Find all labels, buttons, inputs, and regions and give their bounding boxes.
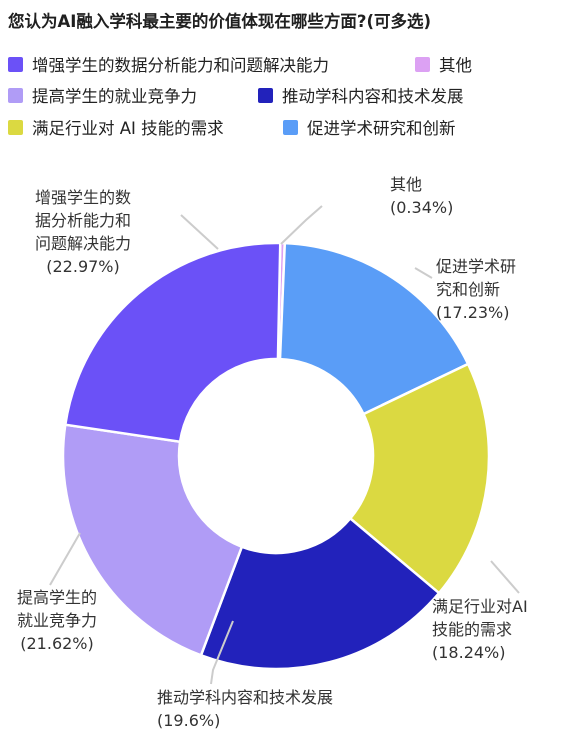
slice-percent-label: (18.24%) (432, 643, 506, 662)
legend-swatch (258, 87, 273, 103)
slice-percent-label: (21.62%) (20, 634, 94, 653)
callout-leader-line (210, 620, 234, 685)
slice-research-innovation (278, 241, 470, 416)
callout-leader-line (49, 532, 81, 586)
legend-label: 提高学生的就业竞争力 (32, 87, 197, 106)
callout-leader-line (490, 560, 520, 594)
slice-callout-label: 增强学生的数据分析能力和问题解决能力 (22.97%) (35, 188, 131, 276)
legend-item-industry-ai-skills: 满足行业对 AI 技能的需求 (8, 115, 224, 139)
slice-callout-label: 促进学术研究和创新 (17.23%) (436, 257, 516, 322)
legend-item-research-innovation: 促进学术研究和创新 (283, 115, 456, 139)
slice-percent-label: (19.6%) (157, 711, 220, 730)
slice-category-label: 满足行业对AI (432, 597, 528, 616)
slice-percent-label: (22.97%) (46, 257, 120, 276)
slice-category-label: 技能的需求 (432, 620, 512, 639)
slice-data-analysis (63, 241, 282, 444)
legend-swatch (283, 119, 298, 135)
slice-category-label: 推动学科内容和技术发展 (157, 688, 333, 707)
legend-item-discipline-development: 推动学科内容和技术发展 (258, 83, 464, 107)
legend-item-data-analysis: 增强学生的数据分析能力和问题解决能力 (8, 52, 329, 76)
legend-item-employability: 提高学生的就业竞争力 (8, 83, 197, 107)
legend-label: 推动学科内容和技术发展 (282, 87, 464, 106)
slice-category-label: 问题解决能力 (35, 234, 131, 253)
slice-callout-label: 提高学生的就业竞争力 (21.62%) (17, 588, 97, 653)
slice-category-label: 增强学生的数 (35, 188, 131, 207)
legend-label: 增强学生的数据分析能力和问题解决能力 (32, 56, 329, 75)
legend-swatch (8, 87, 23, 103)
slice-category-label: 据分析能力和 (35, 211, 131, 230)
slice-employability (61, 423, 244, 657)
slice-category-label: 就业竞争力 (17, 611, 97, 630)
slice-industry-ai-skills (348, 362, 491, 595)
slice-discipline-development (199, 516, 441, 671)
chart-title: 您认为AI融入学科最主要的价值体现在哪些方面?(可多选) (8, 12, 432, 31)
callout-leader-line (280, 205, 323, 245)
legend-swatch (415, 56, 430, 72)
legend-label: 满足行业对 AI 技能的需求 (32, 119, 224, 138)
slice-percent-label: (0.34%) (390, 198, 453, 217)
legend-label: 其他 (439, 56, 472, 75)
slice-category-label: 促进学术研 (436, 257, 516, 276)
slice-category-label: 其他 (390, 175, 422, 194)
legend-item-other: 其他 (415, 52, 472, 76)
slice-category-label: 提高学生的 (17, 588, 97, 607)
slice-percent-label: (17.23%) (436, 303, 510, 322)
callout-leader-line (180, 214, 219, 250)
slice-callout-label: 其他 (0.34%) (390, 175, 453, 217)
slice-category-label: 究和创新 (436, 280, 500, 299)
slice-callout-label: 满足行业对AI 技能的需求 (18.24%) (432, 597, 528, 662)
legend-label: 促进学术研究和创新 (307, 119, 456, 138)
legend-swatch (8, 119, 23, 135)
legend-swatch (8, 56, 23, 72)
callout-leader-line (414, 267, 433, 279)
slice-callout-label: 推动学科内容和技术发展 (19.6%) (157, 688, 333, 730)
